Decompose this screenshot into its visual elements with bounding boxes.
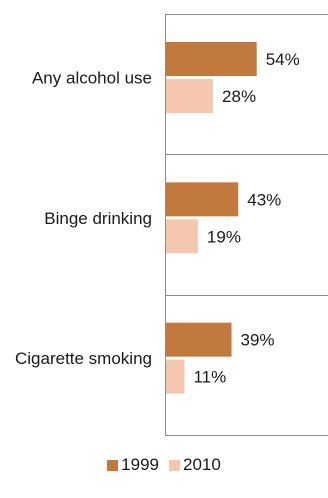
bar-1999-any-alcohol-use bbox=[166, 42, 257, 76]
data-label-2010-cigarette-smoking: 11% bbox=[193, 368, 226, 387]
data-label-1999-any-alcohol-use: 54% bbox=[266, 50, 300, 69]
data-label-1999-cigarette-smoking: 39% bbox=[241, 331, 275, 350]
data-label-2010-binge-drinking: 19% bbox=[207, 227, 241, 246]
bar-2010-cigarette-smoking bbox=[166, 359, 185, 394]
bar-2010-binge-drinking bbox=[166, 219, 198, 254]
chart-labels: Any alcohol use 54% 28% Binge drinking 43% 19… bbox=[15, 50, 300, 387]
bar-1999-cigarette-smoking bbox=[166, 322, 232, 357]
chart-axes bbox=[165, 14, 328, 436]
chart-bars bbox=[166, 42, 257, 394]
legend-swatch-1999 bbox=[107, 459, 119, 471]
legend-label-1999: 1999 bbox=[121, 455, 159, 474]
legend-label-2010: 2010 bbox=[183, 455, 221, 474]
legend-item-2010: 2010 bbox=[169, 455, 221, 475]
bar-1999-binge-drinking bbox=[166, 182, 239, 217]
legend-item-1999: 1999 bbox=[107, 455, 159, 475]
category-label-cigarette-smoking: Cigarette smoking bbox=[15, 349, 152, 368]
category-label-binge-drinking: Binge drinking bbox=[44, 209, 152, 228]
data-label-1999-binge-drinking: 43% bbox=[247, 190, 281, 209]
bar-2010-any-alcohol-use bbox=[166, 79, 214, 113]
legend-swatch-2010 bbox=[169, 459, 180, 471]
data-label-2010-any-alcohol-use: 28% bbox=[222, 87, 256, 106]
category-label-any-alcohol-use: Any alcohol use bbox=[32, 69, 152, 88]
chart-legend: 1999 2010 bbox=[0, 452, 328, 478]
